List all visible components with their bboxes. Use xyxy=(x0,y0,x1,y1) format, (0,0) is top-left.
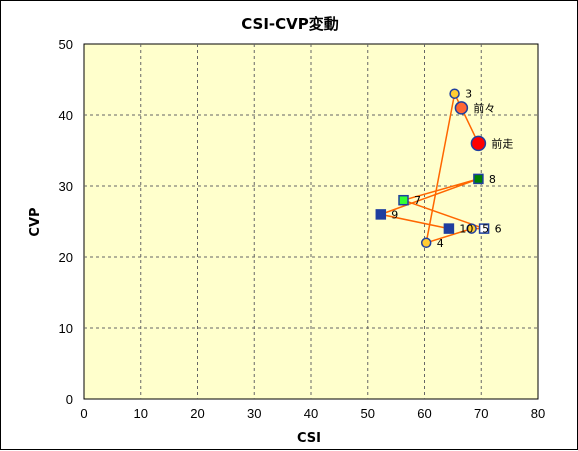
y-tick-label: 50 xyxy=(59,37,73,52)
data-point-4 xyxy=(420,237,432,249)
x-tick-label: 30 xyxy=(247,406,261,421)
data-point-3 xyxy=(449,88,460,99)
y-axis-title: CVP xyxy=(28,207,43,236)
point-label-3: 3 xyxy=(465,88,472,101)
series-line xyxy=(378,91,485,244)
x-tick-label: 70 xyxy=(474,406,488,421)
x-axis-title: CSI xyxy=(297,431,321,446)
grid-lines xyxy=(84,44,538,399)
y-axis-ticks: 0 10 20 30 40 50 xyxy=(59,37,73,407)
x-tick-label: 40 xyxy=(304,406,318,421)
data-point-2 xyxy=(454,101,469,115)
point-label-6: 6 xyxy=(495,223,502,236)
data-point-8 xyxy=(473,173,484,185)
data-point-6 xyxy=(478,223,490,234)
y-tick-label: 20 xyxy=(59,250,73,265)
point-label-7: 7 xyxy=(414,194,421,207)
y-tick-label: 30 xyxy=(59,179,73,194)
x-tick-label: 0 xyxy=(80,406,87,421)
data-point-7 xyxy=(398,194,409,206)
point-label-5: 5 xyxy=(482,223,489,236)
point-label-2: 前々 xyxy=(473,101,495,115)
point-label-10: 10 xyxy=(459,223,473,236)
x-tick-label: 50 xyxy=(361,406,375,421)
x-tick-label: 10 xyxy=(134,406,148,421)
data-points xyxy=(375,88,490,249)
y-tick-label: 10 xyxy=(59,321,73,336)
point-labels: 前走 前々3 4 5 6 7 8 9 10 xyxy=(391,88,513,250)
y-tick-label: 40 xyxy=(59,108,73,123)
x-tick-label: 20 xyxy=(190,406,204,421)
point-label-9: 9 xyxy=(391,208,398,221)
x-axis-ticks: 0 10 20 30 40 50 60 70 80 xyxy=(80,406,545,421)
data-point-9 xyxy=(375,209,387,220)
chart-title: CSI-CVP変動 xyxy=(241,15,339,33)
point-label-1: 前走 xyxy=(491,136,513,150)
data-point-1 xyxy=(470,135,487,152)
data-point-10 xyxy=(443,223,455,234)
data-point-5 xyxy=(466,223,477,234)
x-tick-label: 60 xyxy=(417,406,431,421)
x-tick-label: 80 xyxy=(531,406,545,421)
point-label-4: 4 xyxy=(437,237,444,250)
series-path xyxy=(378,91,485,244)
point-label-8: 8 xyxy=(489,173,496,186)
y-tick-label: 0 xyxy=(66,392,73,407)
